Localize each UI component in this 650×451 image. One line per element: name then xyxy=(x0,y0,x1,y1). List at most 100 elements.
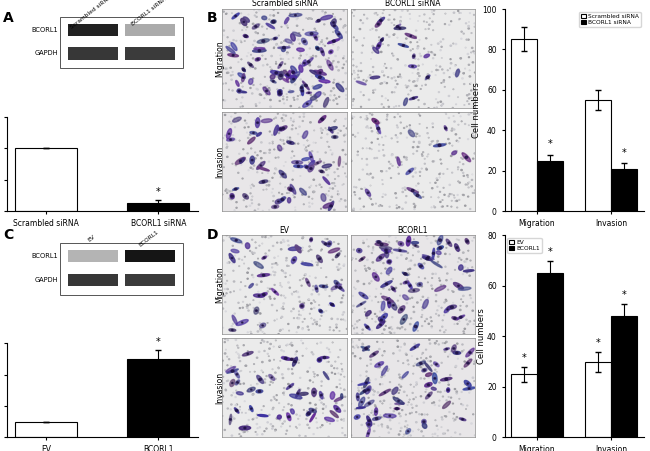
Circle shape xyxy=(363,242,364,244)
Circle shape xyxy=(442,206,443,207)
Circle shape xyxy=(281,374,283,375)
Ellipse shape xyxy=(422,423,427,428)
Circle shape xyxy=(436,107,437,108)
Circle shape xyxy=(255,26,257,28)
Circle shape xyxy=(322,287,324,288)
Ellipse shape xyxy=(454,244,460,251)
Circle shape xyxy=(400,133,402,134)
Circle shape xyxy=(365,138,367,139)
Circle shape xyxy=(419,196,420,197)
Ellipse shape xyxy=(323,372,329,379)
Circle shape xyxy=(234,118,235,119)
Circle shape xyxy=(421,168,422,169)
Ellipse shape xyxy=(291,257,296,263)
Circle shape xyxy=(241,429,243,431)
Ellipse shape xyxy=(260,323,266,328)
Circle shape xyxy=(243,432,244,433)
Circle shape xyxy=(235,239,237,241)
Circle shape xyxy=(272,426,274,427)
Circle shape xyxy=(311,57,312,58)
Circle shape xyxy=(398,207,400,208)
Circle shape xyxy=(338,70,339,71)
Circle shape xyxy=(415,85,417,87)
Circle shape xyxy=(242,77,244,78)
Ellipse shape xyxy=(242,352,253,356)
Circle shape xyxy=(344,25,346,26)
Ellipse shape xyxy=(403,295,408,300)
Circle shape xyxy=(391,333,392,334)
Circle shape xyxy=(305,191,306,193)
Circle shape xyxy=(444,302,445,303)
Circle shape xyxy=(316,35,317,36)
Circle shape xyxy=(422,368,423,369)
Circle shape xyxy=(275,72,278,74)
Circle shape xyxy=(231,370,234,372)
Circle shape xyxy=(379,367,380,368)
Ellipse shape xyxy=(356,407,365,409)
Circle shape xyxy=(225,339,226,340)
Circle shape xyxy=(312,86,313,87)
Circle shape xyxy=(344,435,346,436)
Circle shape xyxy=(233,40,234,41)
Circle shape xyxy=(369,283,370,284)
Circle shape xyxy=(324,24,325,25)
Circle shape xyxy=(350,403,352,404)
Circle shape xyxy=(255,248,257,249)
Ellipse shape xyxy=(243,35,248,37)
Circle shape xyxy=(395,287,396,288)
Ellipse shape xyxy=(335,253,340,258)
Circle shape xyxy=(450,63,452,64)
Circle shape xyxy=(294,197,295,198)
Circle shape xyxy=(398,413,400,414)
Circle shape xyxy=(316,285,317,286)
Circle shape xyxy=(255,158,256,159)
Ellipse shape xyxy=(291,72,300,80)
Circle shape xyxy=(283,351,284,352)
Circle shape xyxy=(227,408,228,409)
Circle shape xyxy=(367,433,369,434)
Circle shape xyxy=(301,90,304,92)
Circle shape xyxy=(253,23,254,24)
Circle shape xyxy=(242,106,243,107)
Circle shape xyxy=(240,106,241,107)
Ellipse shape xyxy=(357,301,366,307)
Ellipse shape xyxy=(302,81,309,90)
Circle shape xyxy=(458,10,459,11)
Ellipse shape xyxy=(318,115,326,123)
Circle shape xyxy=(456,151,458,152)
Circle shape xyxy=(275,157,276,158)
Circle shape xyxy=(388,261,391,263)
Circle shape xyxy=(263,189,264,190)
Ellipse shape xyxy=(443,401,450,409)
Circle shape xyxy=(261,370,262,371)
Ellipse shape xyxy=(237,91,246,93)
Circle shape xyxy=(286,22,287,23)
Circle shape xyxy=(351,118,353,119)
Circle shape xyxy=(285,187,286,188)
Circle shape xyxy=(378,206,380,207)
Circle shape xyxy=(223,382,224,384)
Circle shape xyxy=(435,369,436,370)
Circle shape xyxy=(456,200,458,202)
Circle shape xyxy=(462,274,463,275)
Circle shape xyxy=(406,157,407,158)
Bar xyxy=(68,274,118,286)
Circle shape xyxy=(366,127,367,128)
Circle shape xyxy=(376,157,378,158)
Circle shape xyxy=(317,162,318,163)
Circle shape xyxy=(380,17,382,18)
Ellipse shape xyxy=(422,368,427,372)
Text: B: B xyxy=(207,11,217,25)
Circle shape xyxy=(441,417,443,418)
Ellipse shape xyxy=(304,165,309,169)
Circle shape xyxy=(258,295,260,296)
Ellipse shape xyxy=(274,125,278,135)
Circle shape xyxy=(269,19,270,20)
Ellipse shape xyxy=(282,78,289,83)
Circle shape xyxy=(467,54,469,55)
Circle shape xyxy=(227,50,228,51)
Circle shape xyxy=(396,408,398,410)
Circle shape xyxy=(371,114,372,115)
Circle shape xyxy=(413,153,414,154)
Circle shape xyxy=(292,308,294,309)
